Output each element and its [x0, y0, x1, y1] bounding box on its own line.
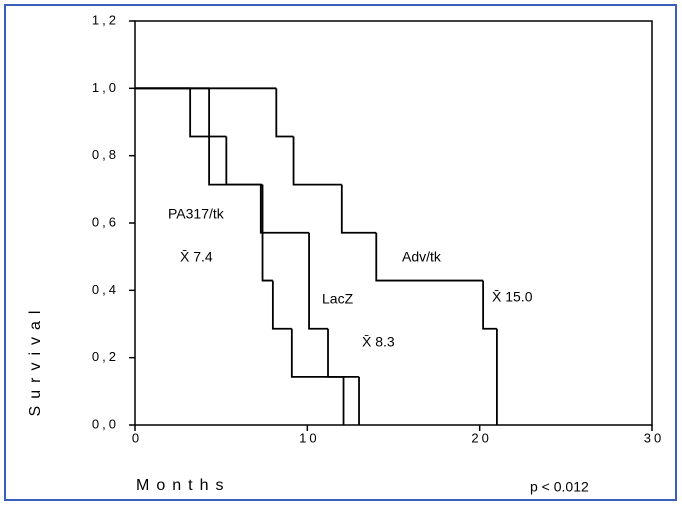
x-tick-label: 30 — [644, 430, 664, 445]
step — [275, 88, 294, 138]
annotation: X̄ 15.0 — [492, 289, 533, 305]
frame — [4, 4, 677, 501]
step — [308, 232, 329, 330]
y-tick-label: 0,8 — [92, 147, 119, 162]
x-tick-label: 20 — [471, 430, 491, 445]
annotation: X̄ 8.3 — [362, 334, 395, 350]
step — [259, 184, 310, 234]
step — [208, 136, 263, 186]
y-axis-label: Survival — [27, 304, 44, 417]
x-tick-label: 10 — [299, 430, 319, 445]
annotation: p < 0.012 — [530, 479, 589, 495]
step — [290, 328, 344, 378]
x-tick-label: 0 — [132, 430, 142, 445]
step — [208, 88, 227, 138]
plot-area — [134, 20, 653, 426]
step — [375, 232, 484, 282]
step — [482, 280, 497, 330]
y-tick-label: 0,2 — [92, 349, 119, 364]
series-label: PA317/tk — [168, 206, 225, 222]
step — [340, 184, 377, 234]
y-tick-label: 0,4 — [92, 282, 119, 297]
step — [189, 88, 210, 138]
step — [225, 136, 261, 186]
y-tick-label: 1,0 — [92, 80, 119, 95]
y-tick-label: 1,2 — [92, 12, 119, 27]
step — [292, 136, 342, 186]
y-tick-label: 0,0 — [92, 416, 119, 431]
step — [327, 328, 360, 378]
step — [271, 280, 292, 330]
x-axis-label: Months — [136, 477, 230, 494]
y-tick-label: 0,6 — [92, 214, 119, 229]
series-label: Adv/tk — [402, 249, 442, 265]
series-label: LacZ — [322, 291, 354, 307]
step — [261, 184, 273, 282]
annotation: X̄ 7.4 — [180, 249, 213, 265]
